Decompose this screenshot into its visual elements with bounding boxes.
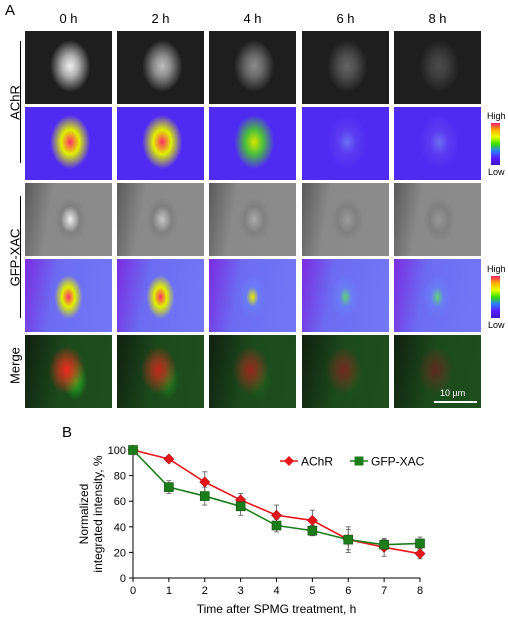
achr-gray-image bbox=[209, 31, 296, 104]
time-label: 8 h bbox=[428, 11, 447, 26]
scale-bar-label: 10 µm bbox=[440, 388, 466, 398]
colorbar-gfp bbox=[491, 276, 500, 318]
panel-b-letter: B bbox=[62, 424, 73, 441]
gfp-heatmap-image bbox=[302, 259, 389, 332]
gfp-heatmap-image bbox=[394, 259, 481, 332]
gfp-heatmap-image bbox=[25, 259, 112, 332]
achr-point bbox=[271, 509, 282, 521]
y-tick-label: 20 bbox=[114, 547, 126, 559]
x-axis-label: Time after SPMG treatment, h bbox=[197, 602, 357, 616]
time-label: 4 h bbox=[243, 11, 262, 26]
achr-heatmap-image bbox=[209, 107, 296, 180]
gfp-xac-point bbox=[379, 539, 389, 550]
gfp-gray-image bbox=[302, 183, 389, 256]
achr-point bbox=[414, 548, 426, 560]
y-tick-label: 40 bbox=[114, 522, 126, 534]
row-label-gfpxac: GFP-XAC bbox=[7, 228, 23, 287]
achr-legend-label: AChR bbox=[301, 455, 333, 469]
gfp-xac-point bbox=[343, 534, 354, 545]
x-tick-label: 7 bbox=[381, 585, 387, 597]
scale-bar bbox=[434, 401, 477, 403]
gfp-xac-point bbox=[235, 501, 246, 512]
achr-gray-image bbox=[117, 31, 204, 104]
y-tick-label: 0 bbox=[120, 573, 126, 585]
gfp-gray-image bbox=[25, 183, 112, 256]
achr-gray-image bbox=[302, 31, 389, 104]
y-tick-label: 60 bbox=[114, 496, 126, 508]
achr-legend-marker bbox=[284, 456, 294, 466]
achr-heatmap-image bbox=[302, 107, 389, 180]
x-tick-label: 4 bbox=[273, 585, 279, 597]
merge-image bbox=[394, 335, 481, 408]
gfp-gray-image bbox=[394, 183, 481, 256]
y-tick-label: 80 bbox=[114, 471, 126, 483]
achr-bracket bbox=[20, 41, 21, 163]
achr-point bbox=[199, 476, 211, 488]
achr-heatmap-image bbox=[117, 107, 204, 180]
gfp-xac-point bbox=[271, 520, 282, 531]
achr-gray-image bbox=[394, 31, 481, 104]
time-label: 6 h bbox=[336, 11, 355, 26]
merge-image bbox=[302, 335, 389, 408]
gfp-gray-image bbox=[209, 183, 296, 256]
merge-image bbox=[209, 335, 296, 408]
colorbar-achr bbox=[491, 123, 500, 165]
gfp-gray-image bbox=[117, 183, 204, 256]
achr-gray-image bbox=[25, 31, 112, 104]
panel-a-letter: A bbox=[5, 2, 16, 19]
colorbar-gfp-high: High bbox=[487, 264, 506, 274]
colorbar-achr-high: High bbox=[487, 111, 506, 121]
gfpxac-bracket bbox=[20, 196, 21, 318]
colorbar-achr-low: Low bbox=[488, 167, 505, 177]
gfp-heatmap-image bbox=[209, 259, 296, 332]
gfp-xac-point bbox=[307, 525, 318, 536]
achr-heatmap-image bbox=[25, 107, 112, 180]
x-tick-label: 1 bbox=[166, 585, 172, 597]
achr-point bbox=[306, 514, 318, 526]
time-label: 0 h bbox=[59, 11, 78, 26]
merge-image bbox=[25, 335, 112, 408]
colorbar-gfp-low: Low bbox=[488, 320, 505, 330]
gfp-xac-point bbox=[164, 482, 174, 492]
y-axis-label-line2: integrated intensity, % bbox=[91, 455, 105, 573]
time-label: 2 h bbox=[151, 11, 170, 26]
y-tick-label: 100 bbox=[108, 445, 126, 457]
gfp-xac-point bbox=[415, 538, 425, 549]
y-axis-label-line1: Normalized bbox=[77, 484, 91, 545]
gfp-xac-point bbox=[199, 491, 210, 501]
achr-point bbox=[163, 453, 175, 465]
x-tick-label: 8 bbox=[417, 585, 423, 597]
achr-heatmap-image bbox=[394, 107, 481, 180]
x-tick-label: 6 bbox=[345, 585, 351, 597]
gfp-xac-legend-label: GFP-XAC bbox=[371, 455, 425, 469]
gfp-xac-point bbox=[128, 445, 138, 455]
row-label-achr: AChR bbox=[7, 85, 23, 120]
gfp-heatmap-image bbox=[117, 259, 204, 332]
x-tick-label: 2 bbox=[202, 585, 208, 597]
gfp-xac-legend-marker bbox=[354, 456, 364, 466]
x-tick-label: 0 bbox=[130, 585, 136, 597]
merge-image bbox=[117, 335, 204, 408]
x-tick-label: 3 bbox=[238, 585, 244, 597]
x-tick-label: 5 bbox=[309, 585, 315, 597]
row-label-merge: Merge bbox=[7, 347, 23, 384]
